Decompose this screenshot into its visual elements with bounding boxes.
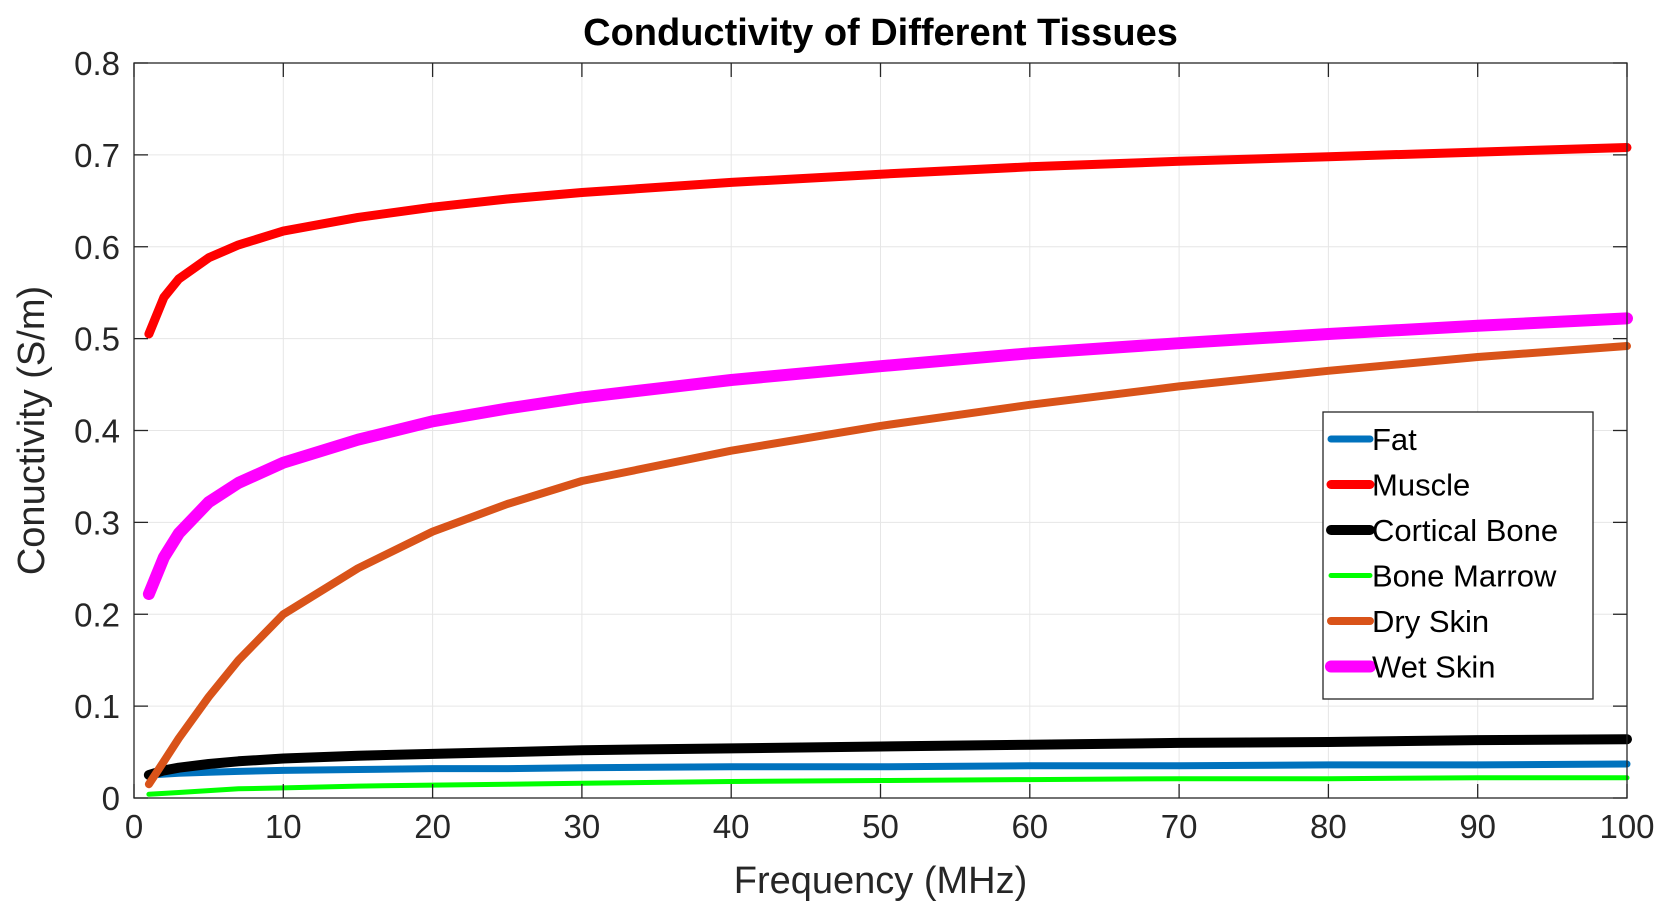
series-line-bone-marrow	[146, 775, 1630, 797]
series-line-fat	[145, 760, 1631, 779]
legend-box	[1322, 411, 1594, 700]
legend-label-cortical-bone: Cortical Bone	[1372, 513, 1558, 548]
x-tick-label: 80	[1310, 808, 1347, 845]
legend-label-muscle: Muscle	[1372, 468, 1470, 503]
x-tick-label: 0	[125, 808, 143, 845]
legend-label-bone-marrow: Bone Marrow	[1372, 559, 1557, 594]
legend-label-dry-skin: Dry Skin	[1372, 604, 1489, 639]
y-tick-label: 0.8	[74, 45, 120, 82]
series-line-cortical-bone	[143, 734, 1632, 780]
series-line-muscle	[144, 143, 1632, 339]
x-tick-label: 10	[265, 808, 302, 845]
series-line-dry-skin	[144, 342, 1631, 789]
chart-title: Conductivity of Different Tissues	[583, 12, 1178, 54]
y-tick-label: 0.1	[74, 688, 120, 725]
axis-ticks: 0 10 20 30 40 50 60 70 80 90 100 0 0.1 0.2 0.3 0.4 0.5 0.…	[74, 45, 1654, 845]
y-tick-label: 0	[102, 780, 120, 817]
legend: Fat Muscle Cortical Bone Bone Marrow Dry Ski…	[1322, 411, 1594, 700]
x-tick-label: 20	[414, 808, 451, 845]
x-tick-label: 30	[564, 808, 601, 845]
x-tick-label: 90	[1459, 808, 1496, 845]
x-tick-label: 70	[1161, 808, 1198, 845]
y-tick-label: 0.7	[74, 137, 120, 174]
x-tick-label: 40	[713, 808, 750, 845]
x-axis-label: Frequency (MHz)	[734, 860, 1028, 902]
y-tick-label: 0.2	[74, 596, 120, 633]
x-tick-label: 50	[862, 808, 899, 845]
y-tick-label: 0.6	[74, 229, 120, 266]
x-tick-label: 60	[1011, 808, 1048, 845]
y-axis-label: Conuctivity (S/m)	[11, 286, 53, 575]
x-tick-label: 100	[1599, 808, 1654, 845]
series-line-wet-skin	[142, 312, 1633, 600]
series-lines	[142, 143, 1633, 797]
y-tick-label: 0.5	[74, 321, 120, 358]
legend-label-wet-skin: Wet Skin	[1372, 650, 1495, 685]
y-tick-label: 0.3	[74, 504, 120, 541]
y-tick-label: 0.4	[74, 413, 120, 450]
legend-label-fat: Fat	[1372, 422, 1417, 457]
